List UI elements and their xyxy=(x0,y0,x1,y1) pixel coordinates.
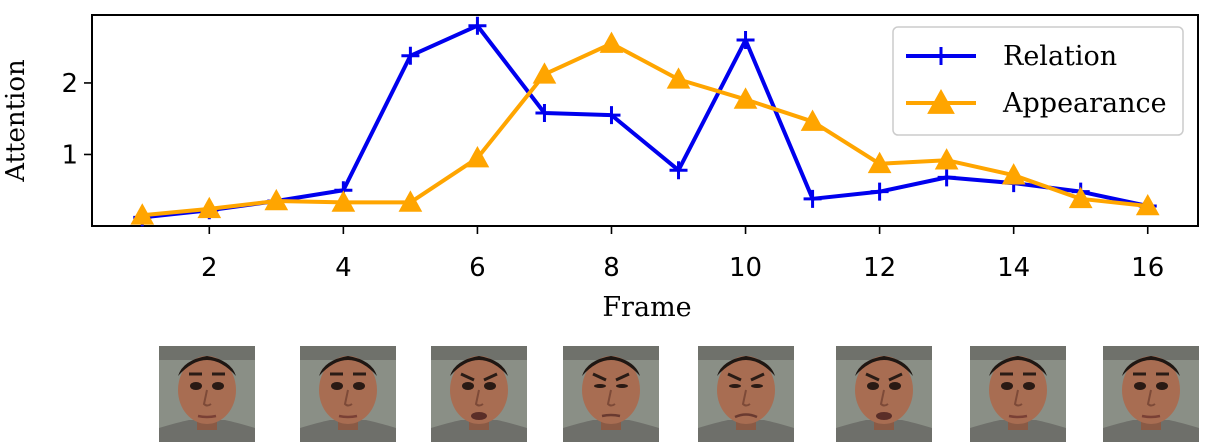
y-tick-label: 2 xyxy=(61,69,78,99)
series-line-relation xyxy=(142,23,1149,220)
face-6 xyxy=(836,346,932,442)
x-tick-label: 2 xyxy=(201,253,218,283)
legend-marker-appearance xyxy=(927,88,955,114)
series-line-appearance xyxy=(142,41,1148,218)
legend-label-relation: Relation xyxy=(1003,41,1117,72)
point-appearance-14 xyxy=(1001,163,1026,185)
point-appearance-16 xyxy=(1135,193,1160,216)
point-appearance-1 xyxy=(130,203,155,225)
point-appearance-13 xyxy=(934,148,959,170)
point-relation-13 xyxy=(937,168,956,187)
plot-frame xyxy=(91,14,1199,227)
x-tick-label: 12 xyxy=(863,253,896,283)
point-appearance-5 xyxy=(398,190,423,212)
point-relation-6 xyxy=(468,16,487,35)
x-tick-label: 8 xyxy=(603,253,620,283)
point-appearance-15 xyxy=(1068,186,1093,209)
point-appearance-12 xyxy=(867,151,892,174)
face-3 xyxy=(431,346,527,442)
legend-label-appearance: Appearance xyxy=(1002,88,1167,119)
face-5 xyxy=(698,346,794,442)
attention-chart: 2 4 6 8 10 12 14 1612FrameAttentionRelationAppe… xyxy=(1,14,1199,323)
x-tick-label: 10 xyxy=(729,253,762,283)
x-axis-label: Frame xyxy=(602,292,691,323)
face-8 xyxy=(1103,346,1199,442)
point-appearance-11 xyxy=(800,109,825,131)
point-appearance-9 xyxy=(666,67,691,89)
point-appearance-2 xyxy=(197,196,222,219)
face-4 xyxy=(563,346,659,442)
y-axis-label: Attention xyxy=(1,59,31,183)
y-tick-label: 1 xyxy=(61,140,78,170)
face-2 xyxy=(300,346,396,442)
point-relation-7 xyxy=(535,103,554,122)
x-tick-label: 14 xyxy=(997,253,1030,283)
point-relation-12 xyxy=(870,182,889,201)
x-tick-label: 6 xyxy=(469,253,486,283)
point-appearance-8 xyxy=(599,31,624,53)
x-tick-label: 4 xyxy=(335,253,352,283)
legend-marker-relation xyxy=(932,47,950,65)
x-tick-label: 16 xyxy=(1131,253,1164,283)
point-relation-8 xyxy=(602,106,621,125)
point-relation-5 xyxy=(401,46,420,65)
point-appearance-3 xyxy=(264,188,289,211)
point-appearance-4 xyxy=(331,190,356,212)
point-relation-9 xyxy=(669,161,688,180)
point-appearance-7 xyxy=(532,62,557,84)
point-appearance-10 xyxy=(733,87,758,109)
face-1 xyxy=(159,346,255,442)
point-appearance-6 xyxy=(465,146,490,168)
face-7 xyxy=(970,346,1066,442)
point-relation-11 xyxy=(803,189,822,208)
point-relation-10 xyxy=(736,31,755,50)
